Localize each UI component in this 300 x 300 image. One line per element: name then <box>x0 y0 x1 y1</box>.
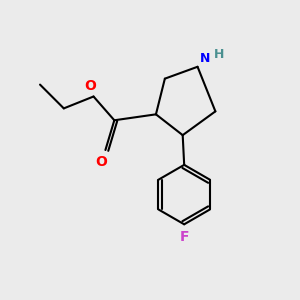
Text: O: O <box>95 155 107 169</box>
Text: O: O <box>84 79 96 93</box>
Text: N: N <box>200 52 210 65</box>
Text: F: F <box>179 230 189 244</box>
Text: H: H <box>214 48 224 62</box>
